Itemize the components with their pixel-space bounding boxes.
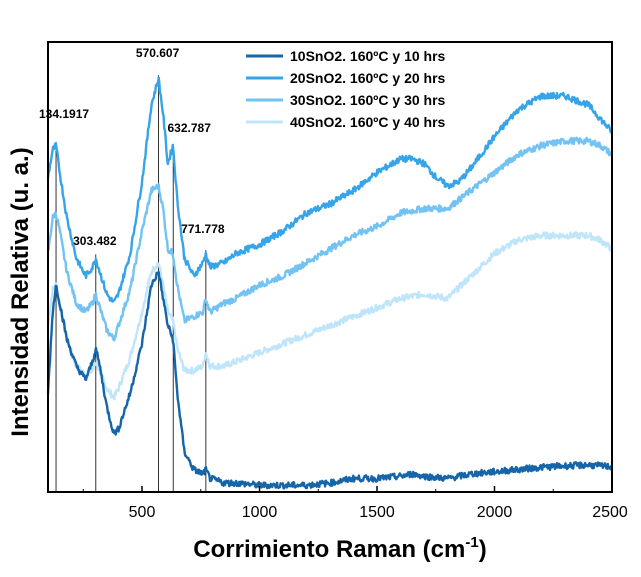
legend-label-4: 40SnO2. 160ºC y 40 hrs <box>290 114 446 130</box>
x-axis-title-superscript: -1 <box>465 534 478 551</box>
plot-frame <box>47 41 613 493</box>
peak-labels-group: 134.1917 303.482 570.607 632.787 771.778 <box>39 46 225 248</box>
legend-label-3: 30SnO2. 160ºC y 30 hrs <box>290 92 446 108</box>
series-line-4 <box>46 231 613 401</box>
y-axis-title: Intensidad Relativa (u. a.) <box>7 147 34 436</box>
series-lines-group <box>46 76 614 490</box>
peak-label-2: 303.482 <box>73 234 117 248</box>
peak-label-1: 134.1917 <box>39 107 89 121</box>
peak-lines-group <box>55 75 207 492</box>
peak-label-3: 570.607 <box>136 46 180 60</box>
x-axis-title-end: ) <box>479 536 487 563</box>
peak-label-4: 632.787 <box>168 121 212 135</box>
peak-label-5: 771.778 <box>181 222 225 236</box>
x-tick-label-2: 1000 <box>242 504 278 521</box>
x-tick-label-4: 2000 <box>477 504 513 521</box>
x-axis-ticks: 500 1000 1500 2000 2500 <box>82 486 628 521</box>
x-tick-label-5: 2500 <box>592 504 628 521</box>
x-tick-label-1: 500 <box>129 504 156 521</box>
legend-label-1: 10SnO2. 160ºC y 10 hrs <box>290 48 446 64</box>
legend: 10SnO2. 160ºC y 10 hrs 20SnO2. 160ºC y 20… <box>246 48 446 130</box>
x-axis-title: Corrimiento Raman (cm-1) <box>193 534 486 563</box>
series-line-3 <box>46 136 613 342</box>
x-tick-label-3: 1500 <box>359 504 395 521</box>
legend-label-2: 20SnO2. 160ºC y 20 hrs <box>290 70 446 86</box>
x-axis-title-main: Corrimiento Raman (cm <box>193 536 465 563</box>
series-line-1 <box>46 270 614 490</box>
series-line-2 <box>46 76 613 303</box>
